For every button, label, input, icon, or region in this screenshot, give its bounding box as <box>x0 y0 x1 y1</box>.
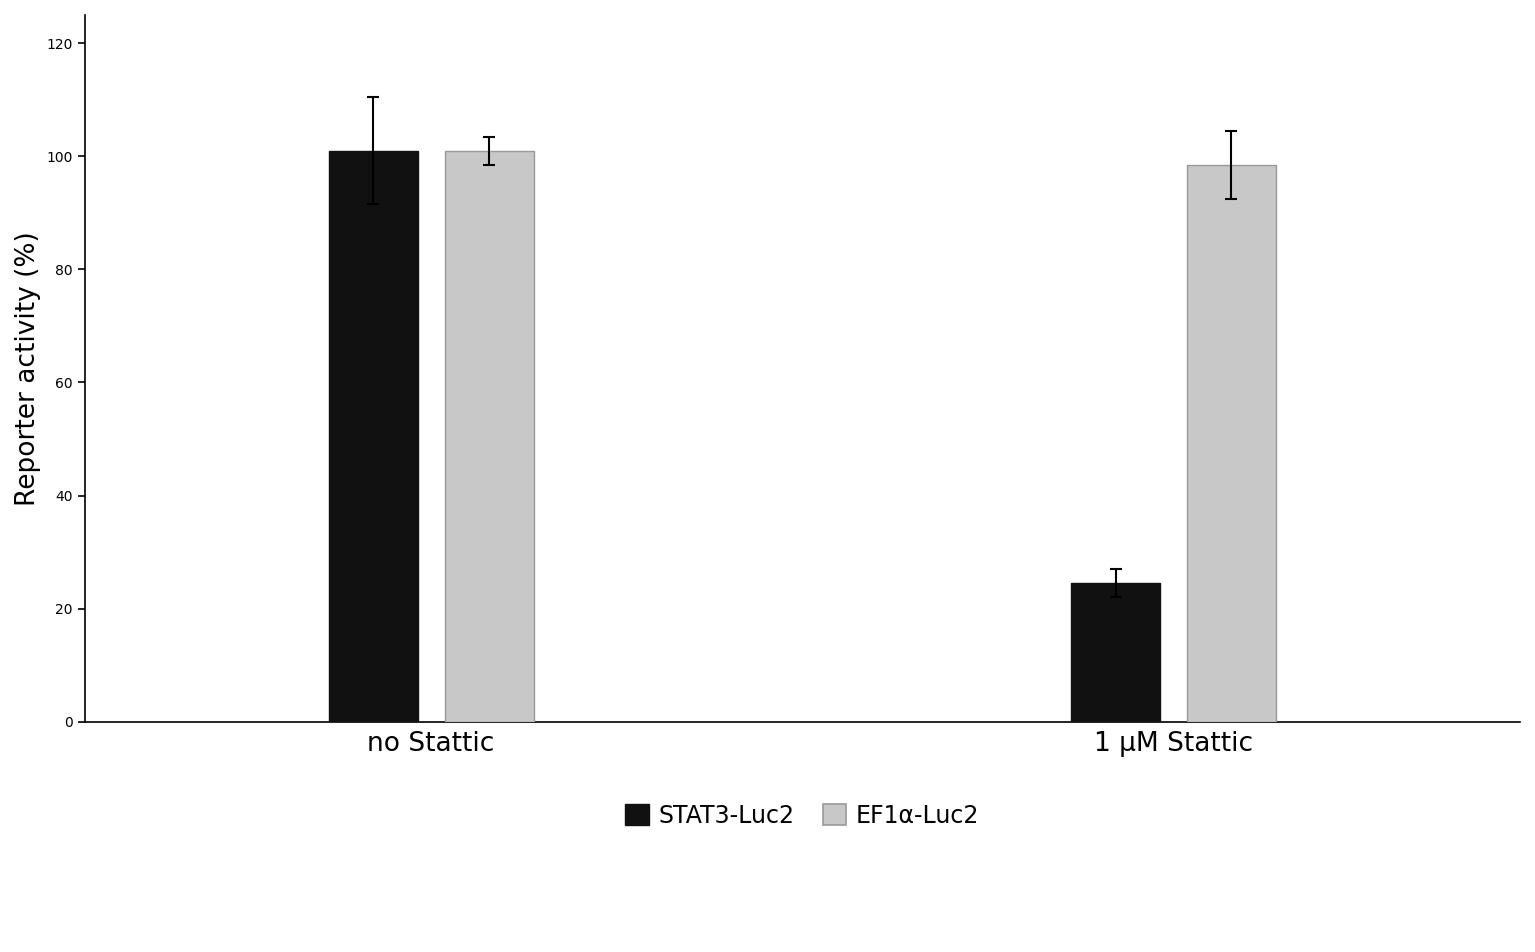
Bar <box>445 150 534 722</box>
Y-axis label: Reporter activity (%): Reporter activity (%) <box>15 231 41 506</box>
Bar <box>1071 584 1160 722</box>
Bar <box>328 150 418 722</box>
Legend: STAT3-Luc2, EF1α-Luc2: STAT3-Luc2, EF1α-Luc2 <box>616 794 989 837</box>
Bar <box>1187 165 1276 722</box>
